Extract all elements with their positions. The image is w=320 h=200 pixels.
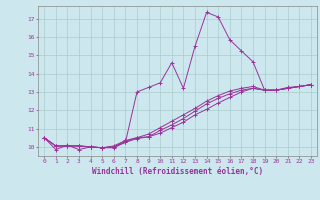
X-axis label: Windchill (Refroidissement éolien,°C): Windchill (Refroidissement éolien,°C) (92, 167, 263, 176)
